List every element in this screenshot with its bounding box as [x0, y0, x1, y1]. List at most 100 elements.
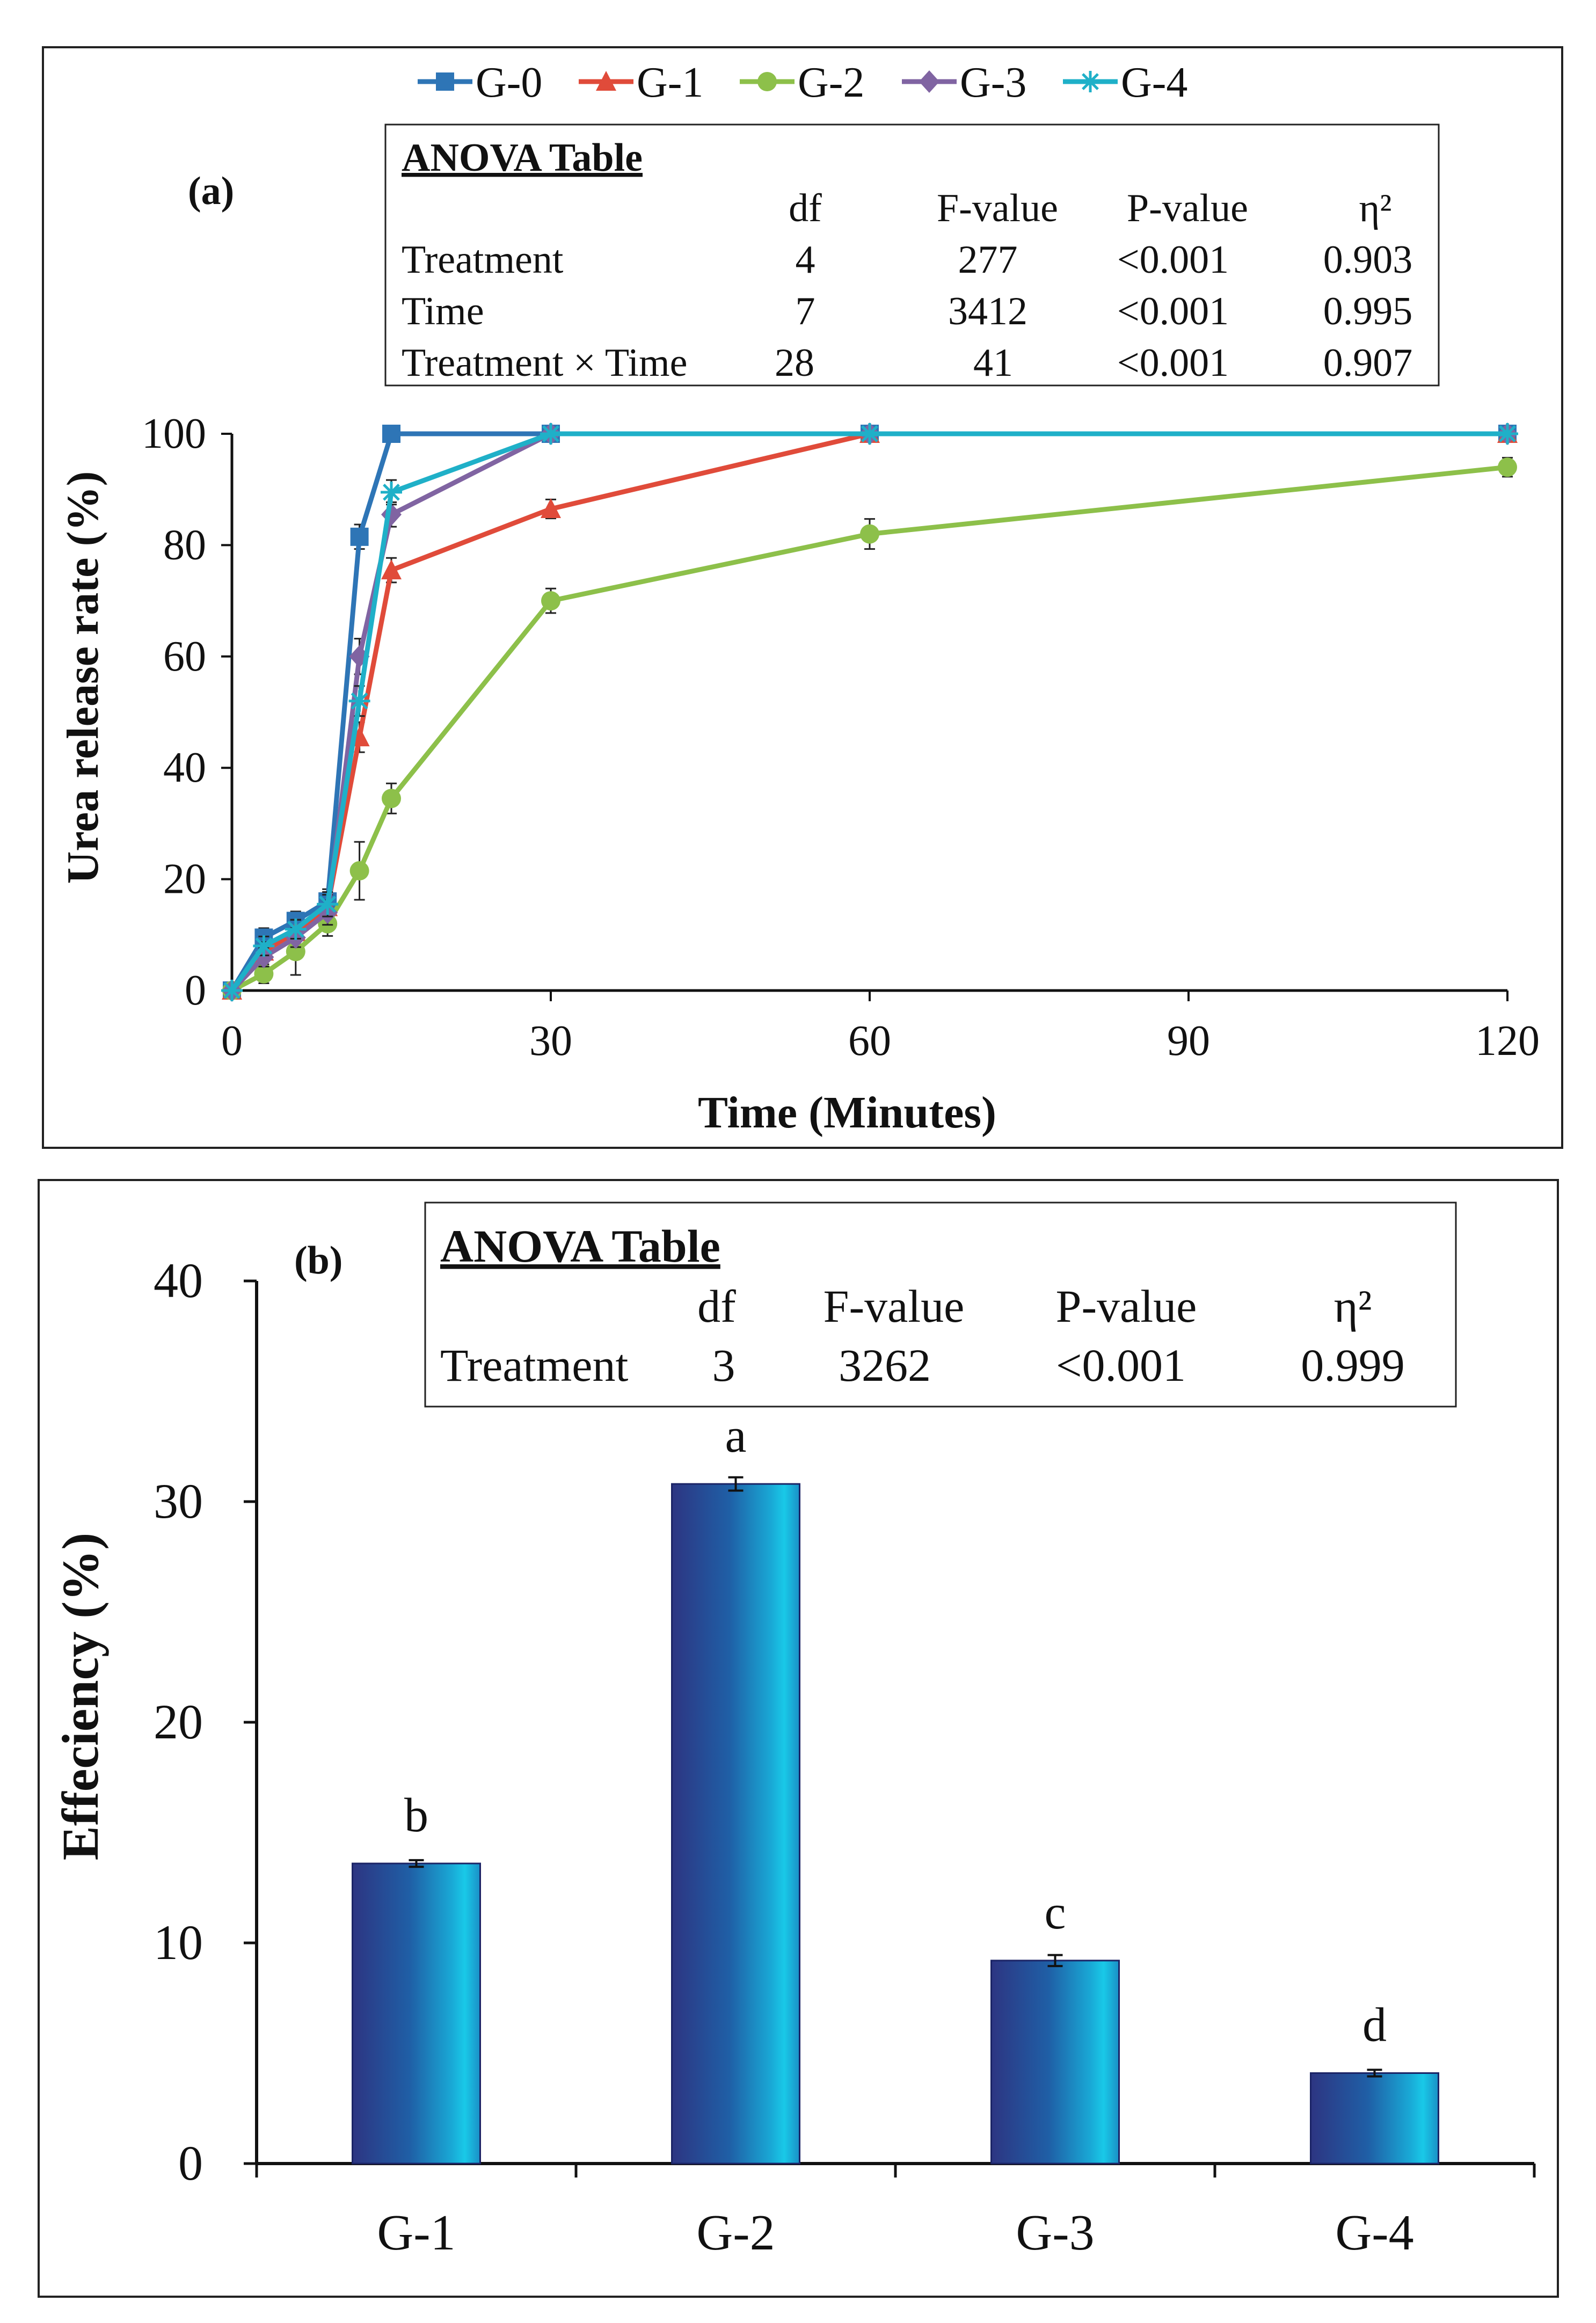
y-tick-label-b: 0 — [178, 2136, 203, 2190]
data-point-G-4 — [253, 935, 275, 957]
significance-letter: a — [725, 1409, 747, 1462]
anova-header-f: F-value — [937, 186, 1058, 230]
x-tick-label-a: 90 — [1167, 1017, 1210, 1065]
anova-row-df: 4 — [796, 238, 815, 282]
data-point-G-4 — [381, 481, 402, 503]
anova-table-a: ANOVA Table df F-value P-value η² Treatm… — [384, 123, 1440, 387]
series-G-4 — [221, 423, 1518, 1001]
anova-row-p: <0.001 — [1117, 238, 1229, 282]
y-tick-label-a: 100 — [142, 410, 206, 457]
x-tick-label-b: G-1 — [377, 2205, 455, 2261]
anova-row-df: 3 — [712, 1339, 735, 1391]
panel-a: G-0 G-1 G-2 G-3 G-4 ANOVA Table df F-value P… — [42, 46, 1563, 1149]
legend-label: G-3 — [960, 59, 1026, 106]
bar-G-3 — [990, 1960, 1120, 2165]
axes-b: 0 10 20 30 40 G-1 G-2 G-3 G-4 — [154, 1253, 1536, 2261]
series-line-G-3 — [230, 431, 1507, 993]
anova-title-a: ANOVA Table — [402, 136, 643, 180]
anova-header-p: P-value — [1056, 1280, 1197, 1332]
panel-a-frame — [42, 46, 1563, 1149]
significance-letter: d — [1362, 1998, 1387, 2051]
bar-G-2 — [671, 1483, 800, 2165]
plot-area-a — [221, 423, 1518, 1002]
anova-row-p: <0.001 — [1056, 1339, 1186, 1391]
series-G-2 — [222, 457, 1517, 1000]
anova-row-label: Treatment × Time — [402, 341, 687, 385]
anova-row-df: 28 — [775, 341, 814, 385]
significance-letter: c — [1045, 1886, 1066, 1939]
series-line-G-0 — [230, 431, 1507, 992]
y-axis-title-a: Urea release rate (%) — [58, 471, 108, 884]
anova-row-label: Treatment — [402, 238, 564, 282]
x-tick-label-b: G-3 — [1016, 2205, 1094, 2261]
data-point-G-0 — [350, 527, 369, 546]
anova-row-eta: 0.903 — [1323, 238, 1413, 282]
series-G-0 — [223, 425, 1517, 1000]
legend-item-G-4: G-4 — [1063, 59, 1187, 106]
data-point-G-4 — [859, 423, 880, 445]
anova-row-f: 3412 — [948, 289, 1027, 333]
legend-marker-G-3 — [919, 70, 939, 93]
x-tick-label-b: G-2 — [696, 2205, 775, 2261]
plot-area-b: b a c d — [352, 1409, 1439, 2165]
data-point-G-4 — [540, 423, 562, 445]
data-point-G-4 — [285, 918, 307, 940]
x-tick-label-a: 120 — [1475, 1017, 1540, 1065]
legend-label: G-0 — [476, 59, 542, 106]
anova-row-label: Treatment — [440, 1339, 628, 1391]
anova-header-eta: η² — [1359, 186, 1392, 230]
anova-box-b — [424, 1201, 1457, 1408]
y-tick-label-a: 80 — [163, 521, 206, 569]
anova-box-a — [384, 123, 1440, 387]
axes-a: 0 20 40 60 80 100 0 30 60 90 120 — [142, 410, 1540, 1065]
y-tick-label-a: 40 — [163, 744, 206, 791]
data-point-G-4 — [1497, 423, 1518, 445]
anova-title-b: ANOVA Table — [440, 1220, 720, 1272]
legend-label: G-2 — [798, 59, 864, 106]
anova-row-eta: 0.995 — [1323, 289, 1413, 333]
series-line-G-1 — [230, 431, 1507, 992]
x-tick-label-b: G-4 — [1335, 2205, 1413, 2261]
anova-row-eta: 0.907 — [1323, 341, 1413, 385]
panel-tag-b: (b) — [294, 1239, 342, 1283]
anova-row-f: 41 — [973, 341, 1013, 385]
legend-marker-G-1 — [596, 71, 616, 91]
series-G-3 — [222, 423, 1518, 1002]
legend-label: G-4 — [1121, 59, 1187, 106]
data-point-G-4 — [348, 690, 370, 712]
anova-header-df: df — [789, 186, 822, 230]
data-point-G-0 — [382, 425, 400, 443]
data-point-G-2 — [349, 861, 369, 881]
anova-header-df: df — [697, 1280, 736, 1332]
legend-item-G-3: G-3 — [902, 59, 1026, 106]
data-point-G-2 — [860, 524, 879, 544]
anova-header-f: F-value — [823, 1280, 965, 1332]
legend-item-G-2: G-2 — [740, 59, 864, 106]
anova-row-p: <0.001 — [1117, 289, 1229, 333]
legend-label: G-1 — [637, 59, 703, 106]
bar-G-4 — [1310, 2072, 1439, 2165]
data-point-G-1 — [541, 498, 561, 518]
x-tick-label-a: 60 — [848, 1017, 891, 1065]
legend-marker-G-0 — [436, 72, 454, 91]
panel-b: (b) ANOVA Table df F-value P-value η² Tr… — [38, 1179, 1559, 2298]
anova-row-f: 3262 — [839, 1339, 931, 1391]
anova-row-f: 277 — [958, 238, 1018, 282]
series-line-G-4 — [230, 431, 1507, 992]
data-point-G-2 — [1498, 457, 1517, 477]
anova-header-p: P-value — [1127, 186, 1248, 230]
anova-row-df: 7 — [796, 289, 815, 333]
y-axis-title-b: Effeciency (%) — [52, 1533, 109, 1860]
anova-row-eta: 0.999 — [1301, 1339, 1405, 1391]
legend-marker-G-2 — [757, 72, 777, 91]
legend-marker-G-4 — [1080, 71, 1101, 92]
significance-letter: b — [404, 1789, 428, 1842]
data-point-G-2 — [541, 591, 560, 611]
bar-G-1 — [352, 1862, 481, 2165]
legend-a: G-0 G-1 G-2 G-3 G-4 — [418, 59, 1187, 106]
anova-row-label: Time — [402, 289, 484, 333]
series-G-1 — [222, 423, 1518, 1000]
legend-item-G-1: G-1 — [579, 59, 703, 106]
x-tick-label-a: 0 — [221, 1017, 243, 1065]
